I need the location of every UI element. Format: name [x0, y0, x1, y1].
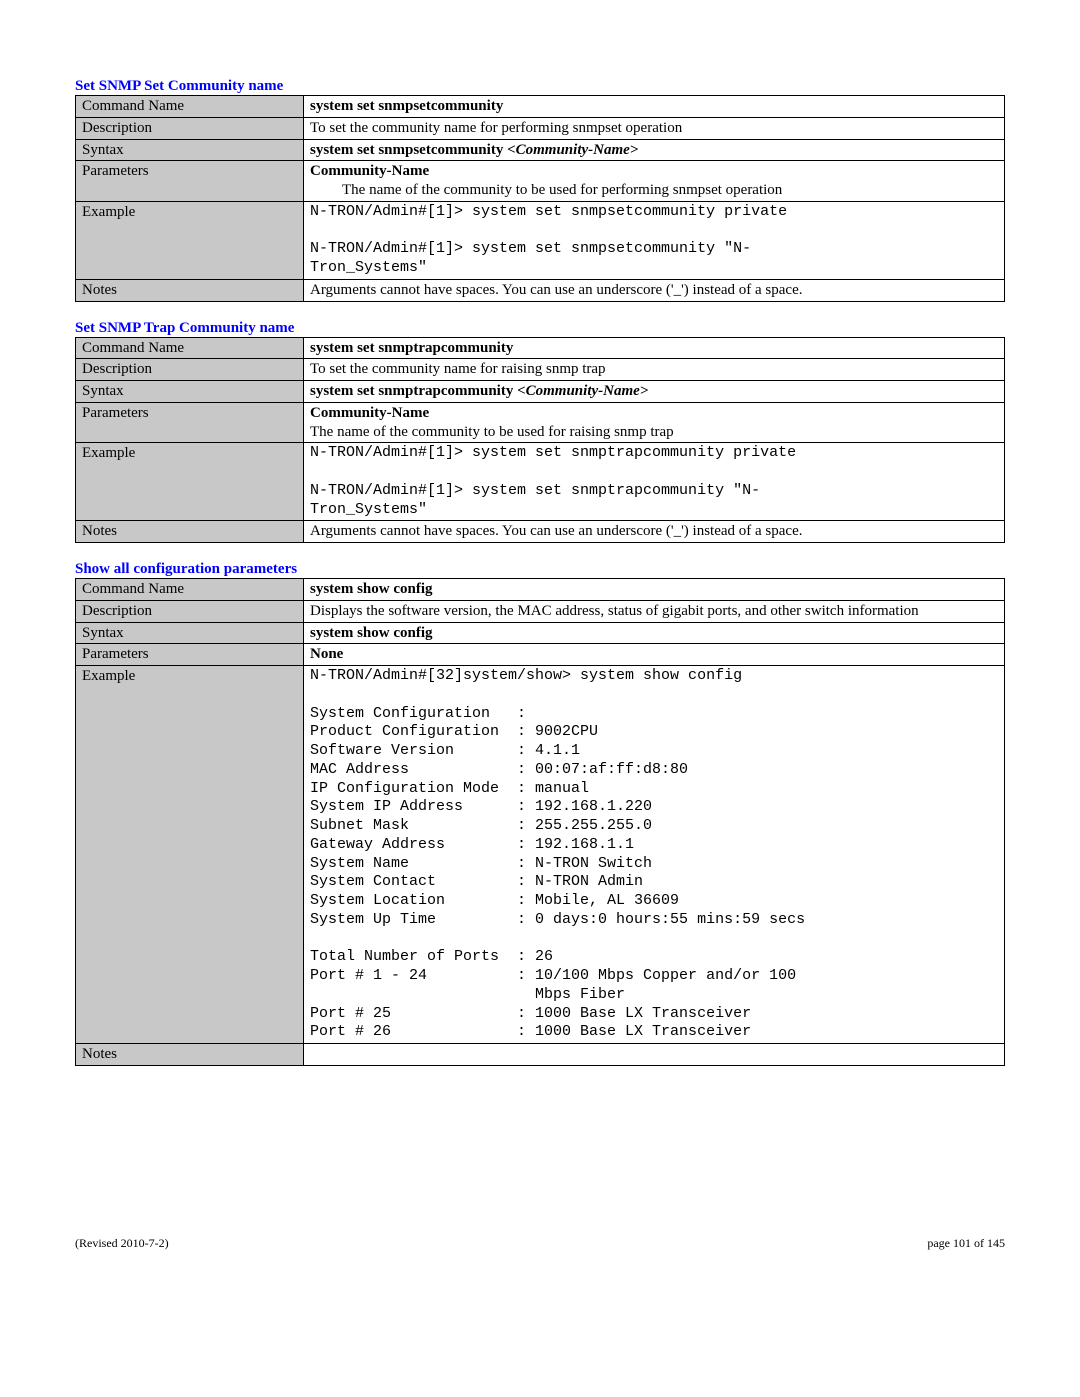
section3-table: Command Name system show config Descript… — [75, 578, 1005, 1066]
s3-example-value: N-TRON/Admin#[32]system/show> system sho… — [304, 666, 1005, 1044]
s2-parameters-desc: The name of the community to be used for… — [310, 423, 998, 442]
s2-description-value: To set the community name for raising sn… — [304, 359, 1005, 381]
s2-example-value: N-TRON/Admin#[1]> system set snmptrapcom… — [304, 443, 1005, 521]
s2-syntax-value: system set snmptrapcommunity <Community-… — [304, 381, 1005, 403]
s1-notes-label: Notes — [76, 279, 304, 301]
s1-description-value: To set the community name for performing… — [304, 117, 1005, 139]
s1-parameters-bold: Community-Name — [310, 162, 998, 181]
s2-notes-value: Arguments cannot have spaces. You can us… — [304, 521, 1005, 543]
section2-table: Command Name system set snmptrapcommunit… — [75, 337, 1005, 544]
s3-syntax-label: Syntax — [76, 622, 304, 644]
section2-title: Set SNMP Trap Community name — [75, 320, 1005, 337]
s1-syntax-ital: <Community-Name> — [507, 142, 638, 158]
s3-commandname-label: Command Name — [76, 579, 304, 601]
s3-description-value: Displays the software version, the MAC a… — [304, 600, 1005, 622]
s1-parameters-desc: The name of the community to be used for… — [310, 181, 998, 200]
footer-right: page 101 of 145 — [927, 1236, 1005, 1251]
s2-parameters-bold: Community-Name — [310, 404, 998, 423]
section1-table: Command Name system set snmpsetcommunity… — [75, 95, 1005, 302]
footer-left: (Revised 2010-7-2) — [75, 1236, 169, 1251]
s3-parameters-value: None — [304, 644, 1005, 666]
s2-notes-label: Notes — [76, 521, 304, 543]
s3-parameters-label: Parameters — [76, 644, 304, 666]
page-footer: (Revised 2010-7-2) page 101 of 145 — [75, 1236, 1005, 1251]
section3-title: Show all configuration parameters — [75, 561, 1005, 578]
s1-description-label: Description — [76, 117, 304, 139]
section1-title: Set SNMP Set Community name — [75, 78, 1005, 95]
s1-syntax-label: Syntax — [76, 139, 304, 161]
s2-syntax-label: Syntax — [76, 381, 304, 403]
s2-syntax-bold: system set snmptrapcommunity — [310, 383, 517, 399]
s3-commandname-value: system show config — [304, 579, 1005, 601]
s3-notes-value — [304, 1044, 1005, 1066]
s1-parameters-label: Parameters — [76, 161, 304, 202]
s2-syntax-ital: <Community-Name> — [517, 383, 648, 399]
s2-parameters-label: Parameters — [76, 402, 304, 443]
s1-commandname-value: system set snmpsetcommunity — [304, 96, 1005, 118]
s1-commandname-label: Command Name — [76, 96, 304, 118]
s2-example-label: Example — [76, 443, 304, 521]
s3-syntax-value: system show config — [304, 622, 1005, 644]
s2-commandname-label: Command Name — [76, 337, 304, 359]
s3-description-label: Description — [76, 600, 304, 622]
s1-syntax-bold: system set snmpsetcommunity — [310, 142, 507, 158]
s1-parameters-value: Community-Name The name of the community… — [304, 161, 1005, 202]
s1-notes-value: Arguments cannot have spaces. You can us… — [304, 279, 1005, 301]
s2-description-label: Description — [76, 359, 304, 381]
s1-example-label: Example — [76, 201, 304, 279]
s3-notes-label: Notes — [76, 1044, 304, 1066]
s2-commandname-value: system set snmptrapcommunity — [304, 337, 1005, 359]
s3-example-label: Example — [76, 666, 304, 1044]
s1-example-value: N-TRON/Admin#[1]> system set snmpsetcomm… — [304, 201, 1005, 279]
s1-syntax-value: system set snmpsetcommunity <Community-N… — [304, 139, 1005, 161]
s2-parameters-value: Community-Name The name of the community… — [304, 402, 1005, 443]
